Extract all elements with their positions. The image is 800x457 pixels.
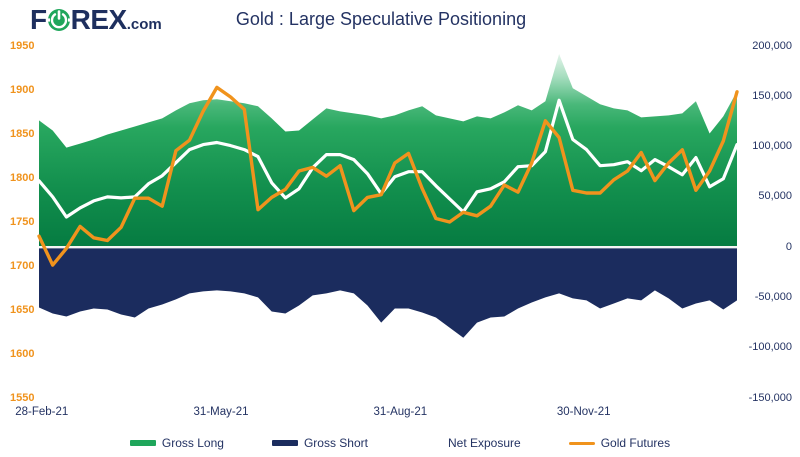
left-axis-tick: 1700 (10, 259, 35, 272)
chart-title: Gold : Large Speculative Positioning (235, 9, 527, 29)
gold-futures-swatch (568, 441, 595, 445)
left-axis-tick: 1550 (10, 391, 35, 404)
area-gross-long (39, 54, 737, 248)
right-axis-tick: 50,000 (758, 190, 792, 203)
area-gross-short (39, 247, 737, 338)
x-axis-tick: 31-May-21 (193, 406, 249, 418)
logo-text-f: F (30, 4, 47, 35)
x-axis-tick: 28-Feb-21 (15, 406, 69, 418)
left-axis-tick: 1650 (10, 303, 35, 316)
legend-item-gross-short: Gross Short (271, 436, 368, 450)
logo-text-rex: REX (70, 4, 128, 35)
left-axis-tick: 1950 (10, 39, 35, 52)
net-exposure-label: Net Exposure (448, 436, 521, 450)
gross-short-label: Gross Short (303, 436, 368, 450)
legend-item-gold-futures: Gold Futures (568, 436, 671, 450)
power-o-icon (47, 9, 70, 31)
right-axis-tick: 150,000 (752, 89, 792, 102)
legend-item-net-exposure: Net Exposure (416, 436, 521, 450)
gross-short-swatch (271, 440, 298, 446)
forex-logo: F REX .com (30, 6, 162, 34)
left-axis-tick: 1800 (10, 171, 35, 184)
line-net-exposure (37, 98, 739, 219)
left-axis-tick: 1600 (10, 347, 35, 360)
net-exposure-swatch (416, 441, 442, 445)
left-axis-tick: 1750 (10, 215, 35, 228)
right-axis-tick: -100,000 (748, 341, 792, 354)
gross-long-swatch (129, 440, 156, 446)
right-axis-tick: 200,000 (752, 39, 792, 52)
logo-tld: .com (126, 16, 162, 33)
x-axis-tick: 31-Aug-21 (373, 406, 428, 418)
legend-item-gross-long: Gross Long (129, 436, 224, 450)
gross-long-label: Gross Long (161, 436, 224, 450)
right-axis-tick: 100,000 (752, 140, 792, 153)
gold-futures-label: Gold Futures (600, 436, 671, 450)
right-axis-tick: -150,000 (748, 391, 792, 404)
right-axis-tick: -50,000 (754, 290, 792, 303)
legend: Gross Long Gross Short Net Exposure Gold Fu… (0, 436, 800, 450)
line-gold-futures (37, 85, 739, 267)
x-axis-tick: 30-Nov-21 (556, 406, 611, 418)
right-axis-tick: 0 (785, 240, 792, 253)
left-axis-tick: 1850 (10, 127, 35, 140)
left-axis-tick: 1900 (10, 83, 35, 96)
